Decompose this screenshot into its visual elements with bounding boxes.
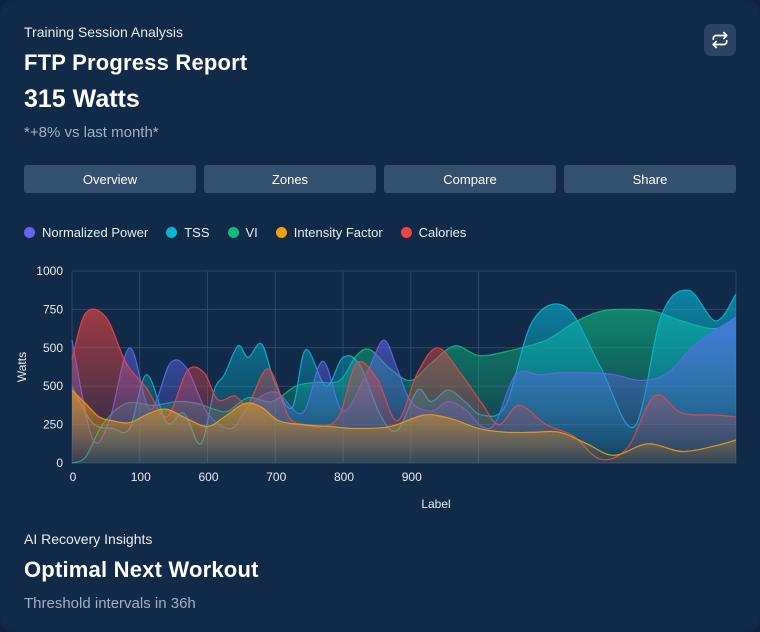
legend-label: TSS <box>184 225 210 240</box>
view-tabs: Overview Zones Compare Share <box>24 165 736 193</box>
y-tick-label: 250 <box>43 418 63 432</box>
legend-item[interactable]: TSS <box>166 225 210 240</box>
legend-dot <box>24 227 35 238</box>
ftp-area-chart: 0 250 500 500 750 1000 0 100 600 700 800 900 Label Wa… <box>15 264 737 511</box>
x-tick-label: 800 <box>334 470 354 484</box>
tab-compare[interactable]: Compare <box>384 165 556 193</box>
x-tick-label: 900 <box>402 470 422 484</box>
swap-button[interactable] <box>704 24 736 56</box>
y-tick-label: 500 <box>43 341 63 355</box>
line-series <box>71 389 737 456</box>
x-tick-label: 0 <box>70 470 77 484</box>
y-tick-label: 750 <box>43 302 63 316</box>
insights-subtitle: AI Recovery Insights <box>24 531 153 547</box>
chart-legend: Normalized Power TSS VI Intensity Factor Cal… <box>24 225 484 240</box>
tab-zones[interactable]: Zones <box>204 165 376 193</box>
legend-dot <box>400 227 412 238</box>
legend-label: Calories <box>418 225 467 240</box>
tab-share[interactable]: Share <box>564 165 736 193</box>
legend-dot <box>227 227 239 238</box>
legend-item[interactable]: VI <box>227 225 258 240</box>
swap-arrows-icon <box>712 31 728 49</box>
recovery-insights: AI Recovery Insights Optimal Next Workou… <box>24 531 259 612</box>
ftp-metric: 315 Watts <box>24 85 140 113</box>
legend-dot <box>275 227 287 238</box>
report-title: FTP Progress Report <box>24 50 248 75</box>
tab-overview[interactable]: Overview <box>24 165 196 193</box>
x-tick-label: 600 <box>198 470 218 484</box>
report-header: Training Session Analysis FTP Progress R… <box>24 24 247 141</box>
x-axis-label: Label <box>421 497 450 511</box>
y-tick-label: 500 <box>43 379 63 393</box>
legend-item[interactable]: Calories <box>400 225 467 240</box>
report-subtitle: Training Session Analysis <box>24 24 184 40</box>
legend-item[interactable]: Normalized Power <box>24 225 148 240</box>
line-series <box>71 316 737 444</box>
legend-dot <box>166 227 178 238</box>
ftp-change: *+8% vs last month* <box>24 124 159 141</box>
area-series <box>72 390 736 463</box>
x-tick-label: 100 <box>131 470 151 484</box>
legend-item[interactable]: Intensity Factor <box>275 225 383 240</box>
x-tick-label: 700 <box>266 470 286 484</box>
y-axis-label: Watts <box>15 352 29 382</box>
legend-label: Normalized Power <box>42 225 149 240</box>
legend-label: VI <box>245 225 258 240</box>
insights-description: Threshold intervals in 36h <box>24 595 196 612</box>
y-tick-label: 1000 <box>36 264 63 278</box>
legend-label: Intensity Factor <box>293 225 383 240</box>
insights-title: Optimal Next Workout <box>24 557 259 582</box>
y-tick-label: 0 <box>56 456 63 470</box>
